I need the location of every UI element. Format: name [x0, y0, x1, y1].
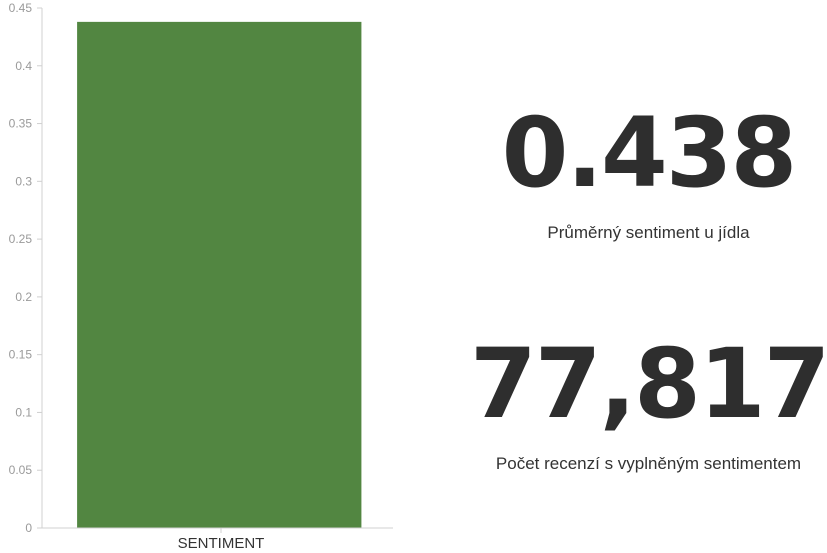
x-category-label: SENTIMENT: [178, 535, 265, 552]
x-axis: SENTIMENT: [42, 527, 393, 552]
kpi-average-sentiment: 0.438 Průměrný sentiment u jídla: [470, 105, 827, 243]
y-tick-label: 0.3: [15, 174, 32, 188]
y-tick-label: 0.45: [9, 1, 33, 15]
kpi-average-sentiment-value: 0.438: [501, 97, 798, 209]
y-tick-label: 0.35: [9, 117, 33, 131]
bars: [77, 21, 362, 528]
y-tick-label: 0: [25, 521, 32, 535]
kpi-average-sentiment-label: Průměrný sentiment u jídla: [547, 223, 750, 242]
y-tick-label: 0.4: [15, 59, 32, 73]
bar-sentiment: [77, 21, 362, 528]
y-tick-label: 0.1: [15, 405, 32, 419]
kpi-review-count: 77,817 Počet recenzí s vyplněným sentime…: [470, 336, 827, 474]
y-axis: 0 0.05 0.1 0.15 0.2 0.25 0.3 0.35 0.4 0.45: [9, 1, 43, 535]
y-tick-label: 0.15: [9, 348, 33, 362]
y-tick-label: 0.25: [9, 232, 33, 246]
kpi-review-count-value: 77,817: [470, 328, 827, 440]
y-tick-label: 0.2: [15, 290, 32, 304]
y-tick-label: 0.05: [9, 463, 33, 477]
sentiment-bar-chart: 0 0.05 0.1 0.15 0.2 0.25 0.3 0.35 0.4 0.45 SENTIM…: [9, 1, 393, 552]
kpi-review-count-label: Počet recenzí s vyplněným sentimentem: [495, 454, 802, 473]
